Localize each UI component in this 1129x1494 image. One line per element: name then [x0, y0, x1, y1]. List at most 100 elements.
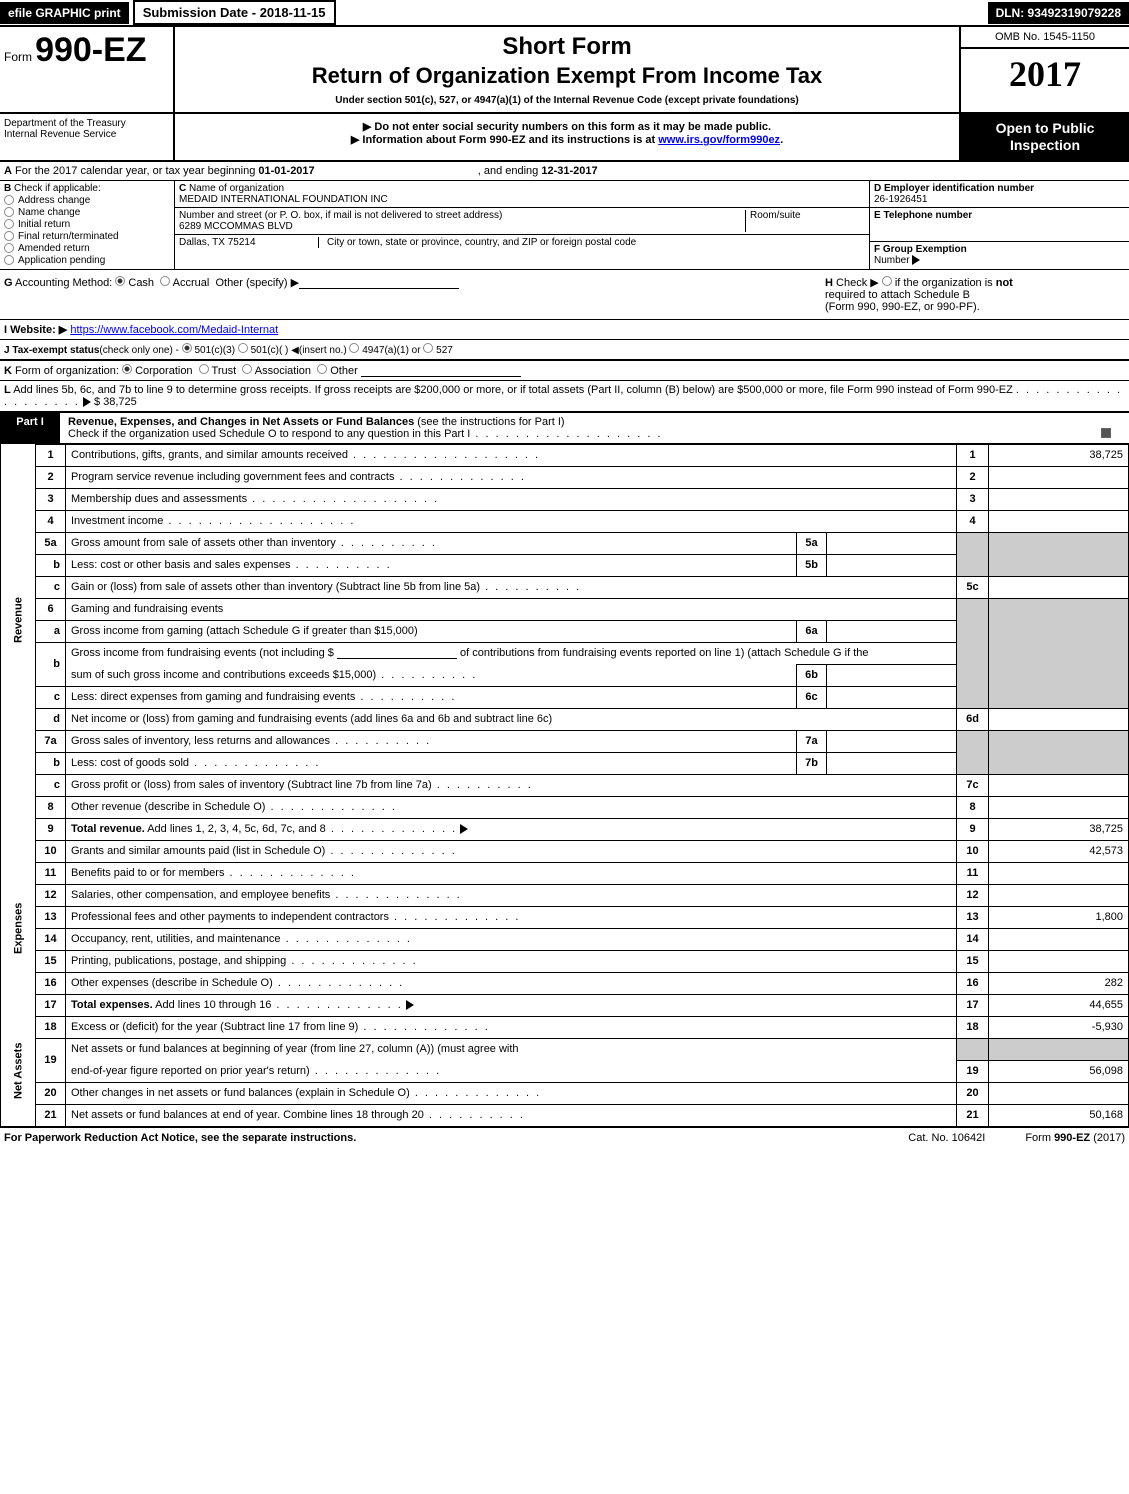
line-desc: Professional fees and other payments to …: [66, 906, 957, 928]
line-desc: Less: cost or other basis and sales expe…: [66, 554, 797, 576]
website-link[interactable]: https://www.facebook.com/Medaid-Internat: [70, 324, 278, 336]
amended-return-radio[interactable]: [4, 243, 14, 253]
application-pending-radio[interactable]: [4, 255, 14, 265]
arrow-icon: [912, 255, 920, 265]
address-change-radio[interactable]: [4, 195, 14, 205]
line-num: 9: [36, 818, 66, 840]
4947-radio[interactable]: [349, 343, 359, 353]
irs-link[interactable]: www.irs.gov/form990ez: [658, 134, 780, 146]
line-num: 11: [36, 862, 66, 884]
line-desc: Investment income: [66, 510, 957, 532]
col-val: [989, 1082, 1129, 1104]
h-text2-not: not: [996, 277, 1013, 289]
k-trust: Trust: [212, 365, 237, 377]
line-desc-text: Less: cost of goods sold: [71, 757, 189, 769]
accrual-radio[interactable]: [160, 276, 170, 286]
dots: [330, 735, 431, 747]
line-num: b: [36, 752, 66, 774]
opt-name-change: Name change: [18, 207, 80, 218]
line-desc-text: Gross amount from sale of assets other t…: [71, 537, 336, 549]
omb-number: OMB No. 1545-1150: [961, 27, 1129, 49]
line-num: 13: [36, 906, 66, 928]
col-num: 19: [957, 1060, 989, 1082]
line-num: a: [36, 620, 66, 642]
dots: [286, 955, 417, 967]
table-row: 19 Net assets or fund balances at beginn…: [1, 1038, 1129, 1060]
dots: [355, 691, 456, 703]
arrow-icon: [460, 824, 468, 834]
line-num: 18: [36, 1016, 66, 1038]
cash-radio[interactable]: [115, 276, 125, 286]
c-name-label: Name of organization: [189, 183, 284, 194]
line-desc-text: Excess or (deficit) for the year (Subtra…: [71, 1021, 358, 1033]
mini-num: 6b: [797, 664, 827, 686]
527-radio[interactable]: [423, 343, 433, 353]
col-val: [989, 862, 1129, 884]
line-desc: Gross income from fundraising events (no…: [66, 642, 957, 664]
room-label: Room/suite: [750, 210, 801, 221]
col-num: 4: [957, 510, 989, 532]
dots: [224, 867, 355, 879]
col-b-checkboxes: B Check if applicable: Address change Na…: [0, 181, 175, 269]
l6b-input[interactable]: [337, 647, 457, 659]
dots: [326, 823, 457, 835]
h-checkbox[interactable]: [882, 276, 892, 286]
grey-cell: [989, 532, 1129, 576]
line-desc: Membership dues and assessments: [66, 488, 957, 510]
col-val: [989, 510, 1129, 532]
efile-print-button[interactable]: efile GRAPHIC print: [0, 2, 129, 24]
line-num: 20: [36, 1082, 66, 1104]
mini-num: 6c: [797, 686, 827, 708]
street-row: Number and street (or P. O. box, if mail…: [175, 208, 869, 235]
table-row: 7a Gross sales of inventory, less return…: [1, 730, 1129, 752]
form-header: Form 990-EZ Short Form Return of Organiz…: [0, 27, 1129, 114]
line-a: A For the 2017 calendar year, or tax yea…: [0, 162, 1129, 181]
corp-radio[interactable]: [122, 364, 132, 374]
line-num: 16: [36, 972, 66, 994]
street-value: 6289 MCCOMMAS BLVD: [179, 221, 293, 232]
col-num: 2: [957, 466, 989, 488]
h-text1: Check ▶: [836, 277, 879, 289]
a-text-pre: For the 2017 calendar year, or tax year …: [15, 165, 258, 177]
k-other-input[interactable]: [361, 365, 521, 377]
table-row: 21 Net assets or fund balances at end of…: [1, 1104, 1129, 1126]
line-num: 15: [36, 950, 66, 972]
initial-return-radio[interactable]: [4, 219, 14, 229]
g-accrual: Accrual: [173, 277, 210, 289]
line-desc: Printing, publications, postage, and shi…: [66, 950, 957, 972]
a-label: A: [4, 165, 12, 177]
col-num: 7c: [957, 774, 989, 796]
col-val: [989, 466, 1129, 488]
dots: [291, 559, 392, 571]
f-label2: Number: [874, 255, 910, 266]
netassets-side-label: Net Assets: [1, 1016, 36, 1126]
ssn-warning: ▶ Do not enter social security numbers o…: [181, 120, 953, 133]
phone-row: E Telephone number: [870, 208, 1129, 242]
schedule-o-checkbox[interactable]: [1101, 428, 1111, 438]
form-ref-bold: 990-EZ: [1054, 1132, 1090, 1144]
col-val: 1,800: [989, 906, 1129, 928]
table-row: 2 Program service revenue including gove…: [1, 466, 1129, 488]
department-cell: Department of the Treasury Internal Reve…: [0, 114, 175, 160]
501c3-radio[interactable]: [182, 343, 192, 353]
instr-post: .: [780, 134, 783, 146]
street-label: Number and street (or P. O. box, if mail…: [179, 210, 502, 221]
trust-radio[interactable]: [199, 364, 209, 374]
501c-radio[interactable]: [238, 343, 248, 353]
org-name-row: C Name of organization MEDAID INTERNATIO…: [175, 181, 869, 208]
other-specify-input[interactable]: [299, 277, 459, 289]
table-row: 6 Gaming and fundraising events: [1, 598, 1129, 620]
other-radio[interactable]: [317, 364, 327, 374]
col-val: [989, 488, 1129, 510]
final-return-radio[interactable]: [4, 231, 14, 241]
line-num: c: [36, 576, 66, 598]
a-begin-date: 01-01-2017: [258, 165, 314, 177]
line-desc: sum of such gross income and contributio…: [66, 664, 797, 686]
table-row: 17 Total expenses. Add lines 10 through …: [1, 994, 1129, 1016]
paperwork-notice: For Paperwork Reduction Act Notice, see …: [4, 1132, 356, 1144]
line-desc-text: Investment income: [71, 515, 163, 527]
name-change-radio[interactable]: [4, 207, 14, 217]
b-label: B: [4, 183, 11, 194]
assoc-radio[interactable]: [242, 364, 252, 374]
i-label: I Website: ▶: [4, 324, 67, 336]
